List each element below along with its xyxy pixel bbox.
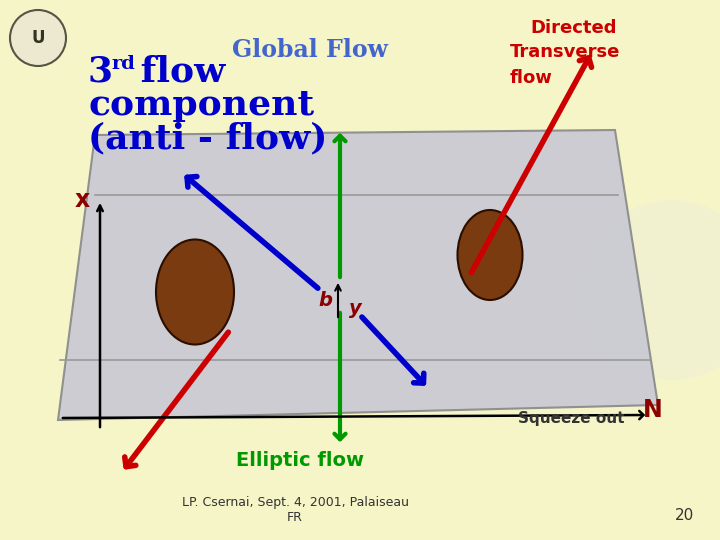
Text: 20: 20: [675, 508, 695, 523]
Text: (anti - flow): (anti - flow): [88, 121, 328, 155]
Text: component: component: [88, 88, 314, 122]
Ellipse shape: [457, 210, 523, 300]
Circle shape: [582, 200, 720, 380]
Text: U: U: [31, 29, 45, 47]
Text: N: N: [643, 398, 663, 422]
Text: Squeeze out: Squeeze out: [518, 410, 624, 426]
Text: Elliptic flow: Elliptic flow: [236, 450, 364, 469]
Text: b: b: [318, 291, 332, 309]
Text: y: y: [348, 299, 361, 318]
Text: 3: 3: [88, 55, 113, 89]
Polygon shape: [58, 130, 658, 420]
Text: x: x: [74, 188, 89, 212]
Text: Directed: Directed: [530, 19, 616, 37]
Text: flow: flow: [128, 55, 225, 89]
Text: Transverse: Transverse: [510, 43, 621, 61]
Text: Global Flow: Global Flow: [232, 38, 388, 62]
Circle shape: [10, 10, 66, 66]
Text: flow: flow: [510, 69, 553, 87]
Ellipse shape: [156, 240, 234, 345]
Text: rd: rd: [112, 55, 136, 73]
Text: LP. Csernai, Sept. 4, 2001, Palaiseau
FR: LP. Csernai, Sept. 4, 2001, Palaiseau FR: [181, 496, 408, 524]
